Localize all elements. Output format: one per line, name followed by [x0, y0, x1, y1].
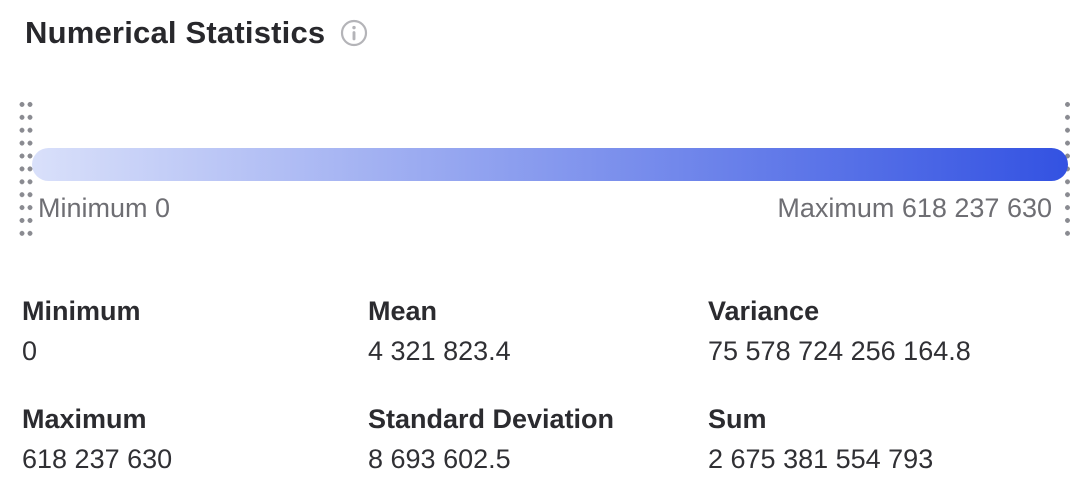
stat-minimum: Minimum 0 [22, 295, 368, 368]
range-min-caption: Minimum 0 [38, 193, 171, 223]
stat-label: Minimum [22, 296, 141, 326]
stat-maximum: Maximum 618 237 630 [22, 403, 368, 476]
stat-label: Variance [708, 296, 820, 326]
info-icon[interactable] [340, 19, 368, 47]
range-left-dotted-edge [18, 98, 33, 237]
stat-standard-deviation: Standard Deviation 8 693 602.5 [368, 403, 708, 476]
stat-label: Sum [708, 404, 767, 434]
stat-label: Standard Deviation [368, 404, 615, 434]
panel-header: Numerical Statistics [25, 14, 368, 52]
stat-value: 2 675 381 554 793 [708, 444, 934, 474]
stat-value: 618 237 630 [22, 444, 173, 474]
stat-mean: Mean 4 321 823.4 [368, 295, 708, 368]
range-captions: Minimum 0 Maximum 618 237 630 [38, 191, 1052, 225]
range-max-caption: Maximum 618 237 630 [777, 193, 1052, 223]
stat-value: 0 [22, 336, 38, 366]
stat-variance: Variance 75 578 724 256 164.8 [708, 295, 1076, 368]
stat-value: 75 578 724 256 164.8 [708, 336, 971, 366]
stat-value: 4 321 823.4 [368, 336, 511, 366]
stat-label: Maximum [22, 404, 147, 434]
page-title: Numerical Statistics [25, 15, 326, 50]
stat-value: 8 693 602.5 [368, 444, 511, 474]
stat-label: Mean [368, 296, 438, 326]
stat-sum: Sum 2 675 381 554 793 [708, 403, 1076, 476]
range-gradient-bar [32, 148, 1068, 181]
statistics-grid: Minimum 0 Mean 4 321 823.4 Variance 75 5… [22, 295, 1076, 476]
range-visualization: Minimum 0 Maximum 618 237 630 [0, 98, 1086, 237]
